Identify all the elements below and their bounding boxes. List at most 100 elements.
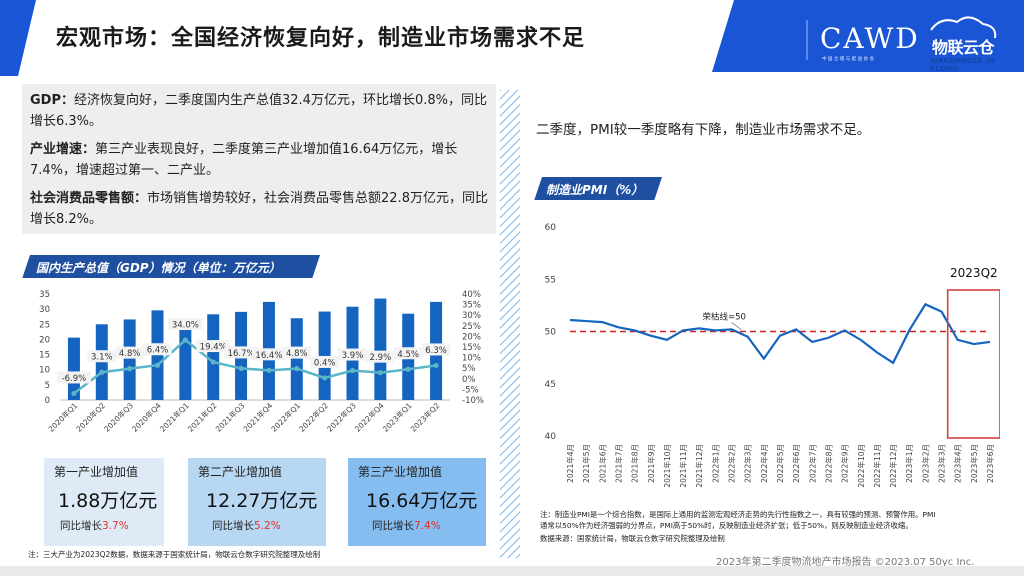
- y-tick-right: 10%: [462, 354, 481, 364]
- y-tick-left: 10: [39, 366, 50, 376]
- growth-label: 16.7%: [228, 349, 255, 359]
- value-box-tertiary: 第三产业增加值 16.64万亿元 同比增长7.4%: [348, 458, 486, 546]
- growth-label-bg: [87, 350, 116, 363]
- x-tick-label: 2023年Q2: [408, 400, 442, 434]
- growth-label: 4.8%: [286, 349, 308, 359]
- gdp-bar: [207, 314, 220, 400]
- growth-label-bg: [196, 340, 231, 353]
- growth-label: 6.3%: [425, 346, 447, 356]
- gdp-banner-title: 国内生产总值（GDP）情况（单位：万亿元）: [36, 261, 281, 275]
- x-tick-label: 2021年7月: [613, 444, 623, 483]
- x-tick-label: 2022年3月: [743, 444, 753, 483]
- growth-label-bg: [168, 318, 203, 331]
- growth-point: [182, 337, 188, 343]
- header-accent-shape: [0, 0, 36, 76]
- growth-label: 4.5%: [397, 350, 419, 360]
- pmi-summary-text: 二季度，PMI较一季度略有下降，制造业市场需求不足。: [536, 122, 871, 138]
- gdp-banner: [22, 255, 320, 278]
- growth-label: 34.0%: [172, 321, 199, 331]
- x-tick-label: 2023年6月: [985, 444, 995, 483]
- growth-label-bg: [310, 355, 339, 368]
- x-tick-label: 2022年12月: [888, 444, 898, 488]
- y-tick-left: 35: [39, 290, 50, 300]
- value-box-secondary: 第二产业增加值 12.27万亿元 同比增长5.2%: [188, 458, 326, 546]
- y-tick-left: 0: [45, 396, 50, 406]
- x-tick-label: 2023年5月: [969, 444, 979, 483]
- y-tick: 55: [545, 275, 556, 285]
- y-tick: 40: [545, 432, 557, 442]
- growth-point: [322, 375, 328, 381]
- y-tick-right: 25%: [462, 322, 481, 332]
- page-title: 宏观市场：全国经济恢复向好，制造业市场需求不足: [56, 26, 586, 51]
- value-box-primary: 第一产业增加值 1.88万亿元 同比增长3.7%: [44, 458, 164, 546]
- growth-point: [405, 366, 411, 372]
- growth-label-bg: [115, 346, 144, 359]
- summary-industry: 产业增速：第三产业表现良好，二季度第三产业增加值16.64万亿元，增长7.4%，…: [30, 142, 458, 178]
- x-tick-label: 2021年4月: [565, 444, 575, 483]
- y-tick-right: 20%: [462, 332, 481, 342]
- x-tick-label: 2022年4月: [759, 444, 769, 483]
- x-tick-label: 2021年12月: [694, 444, 704, 488]
- value-box-growth: 同比增长7.4%: [372, 520, 441, 532]
- value-box-growth: 同比增长3.7%: [60, 520, 129, 532]
- growth-label: 3.1%: [91, 353, 113, 363]
- x-tick-label: 2021年8月: [630, 444, 640, 483]
- growth-label-bg: [421, 343, 451, 356]
- pmi-banner: [534, 177, 662, 200]
- value-box-value: 16.64万亿元: [366, 490, 478, 512]
- growth-label: 16.4%: [255, 351, 282, 361]
- value-box-growth: 同比增长5.2%: [212, 520, 281, 532]
- x-tick-label: 2023年2月: [920, 444, 930, 483]
- growth-point: [99, 369, 105, 375]
- growth-label: 3.9%: [342, 351, 364, 361]
- header-logo-band: [712, 0, 1024, 72]
- x-tick-label: 2022年6月: [791, 444, 801, 483]
- gdp-bar: [374, 298, 387, 400]
- footer-bar: [0, 566, 1024, 576]
- growth-point: [71, 390, 77, 397]
- cawd-logo-subtitle: 中 国 仓 储 与 配 送 协 会: [822, 57, 874, 62]
- header: 宏观市场：全国经济恢复向好，制造业市场需求不足 CAWD 中 国 仓 储 与 配…: [0, 0, 1024, 80]
- y-tick-right: -10%: [462, 396, 484, 406]
- reference-label-leader: [731, 322, 742, 330]
- gdp-bar: [67, 337, 80, 400]
- pmi-note-line2: 通常以50%作为经济强弱的分界点，PMI高于50%时，反映制造业经济扩张；低于5…: [540, 521, 913, 530]
- growth-label-bg: [366, 350, 395, 363]
- growth-point: [433, 362, 439, 369]
- x-tick-label: 2021年9月: [646, 444, 656, 483]
- growth-point: [210, 359, 216, 365]
- growth-line: [73, 338, 437, 395]
- pmi-line: [569, 302, 991, 365]
- growth-label: -6.9%: [62, 374, 87, 384]
- growth-label-bg: [338, 348, 367, 361]
- y-tick-right: -5%: [462, 385, 479, 395]
- growth-label: 19.4%: [200, 343, 227, 353]
- value-box-value: 1.88万亿元: [58, 490, 158, 512]
- cawd-logo: CAWD: [820, 22, 920, 55]
- gdp-bar: [179, 324, 192, 400]
- x-tick-label: 2021年5月: [581, 444, 591, 483]
- value-box-title: 第二产业增加值: [198, 465, 283, 479]
- x-tick-label: 2023年3月: [937, 444, 947, 483]
- growth-label-bg: [56, 371, 91, 384]
- y-tick-left: 25: [39, 320, 50, 330]
- summary-gdp: GDP：经济恢复向好，二季度国内生产总值32.4万亿元，环比增长0.8%，同比增…: [30, 93, 487, 129]
- x-tick-label: 2021年6月: [597, 444, 607, 483]
- growth-label-bg: [143, 343, 172, 356]
- growth-point: [154, 362, 161, 368]
- y-tick-right: 0%: [462, 375, 476, 385]
- gdp-chart: 0 5 10 15 20 25 30 35 -10%-5%0%5%10%15%20%25%30%…: [39, 290, 484, 434]
- x-tick-label: 2022年2月: [727, 444, 737, 483]
- growth-label: 6.4%: [147, 346, 169, 356]
- x-tick-label: 2022年1月: [710, 444, 720, 483]
- gdp-bar: [290, 318, 303, 400]
- growth-point: [349, 367, 356, 374]
- y-tick-right: 30%: [462, 311, 481, 321]
- y-tick: 60: [545, 223, 557, 233]
- footer-text: 2023年第二季度物流地产市场报告 ©2023.07 50yc Inc.: [716, 557, 975, 568]
- pmi-banner-title: 制造业PMI（%）: [546, 183, 644, 197]
- value-box-title: 第一产业增加值: [54, 465, 139, 479]
- y-tick-right: 15%: [462, 343, 481, 353]
- pmi-source-note: 数据来源：国家统计局，物联云仓数字研究院整理及绘制: [540, 534, 725, 543]
- x-tick-label: 2022年7月: [807, 444, 817, 483]
